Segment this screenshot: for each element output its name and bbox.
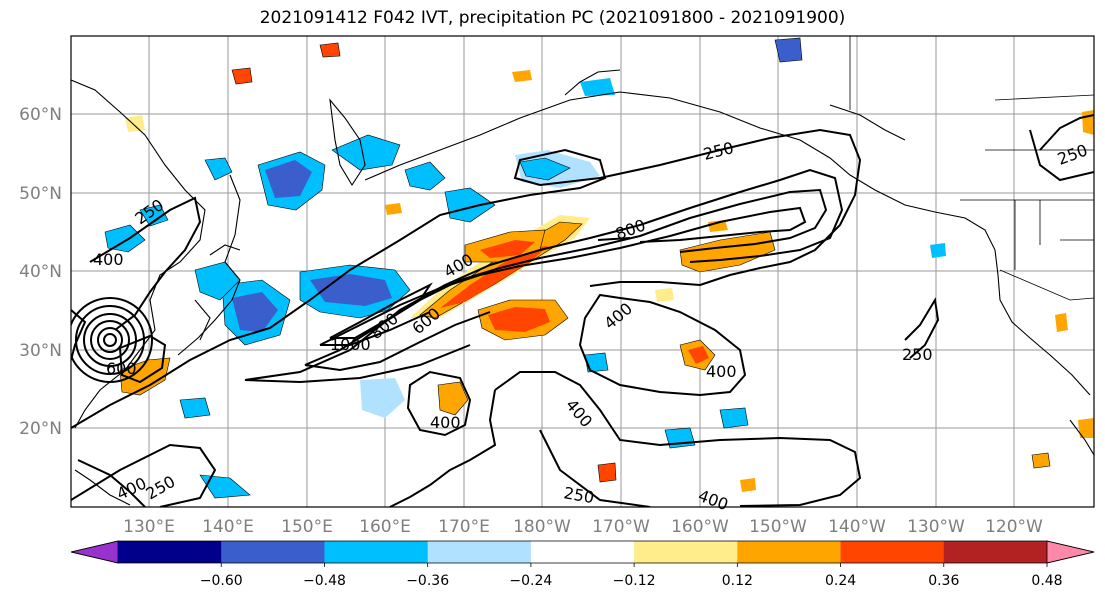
lon-tick-label: 120°W (985, 517, 1043, 537)
coastlines (71, 69, 1094, 506)
colorbar-extend-high (1046, 540, 1095, 564)
lat-tick-label: 60°N (19, 105, 62, 125)
colorbar-tick-label: 0.24 (825, 573, 856, 589)
colorbar-swatch (221, 541, 325, 563)
latitude-labels: 20°N 30°N 40°N 50°N 60°N (19, 105, 62, 439)
lon-tick-label: 140°E (202, 517, 254, 537)
contour-label: 400 (430, 413, 461, 432)
map-border (70, 35, 1095, 508)
lon-tick-label: 150°W (749, 517, 807, 537)
ivt-contours (71, 114, 1094, 507)
colorbar-swatch (840, 541, 945, 563)
contour-label: 1000 (330, 335, 371, 354)
lon-tick-label: 160°E (359, 517, 411, 537)
colorbar: −0.60 −0.48 −0.36 −0.24 −0.12 0.12 0.24 0.36 0.4… (70, 540, 1095, 589)
colorbar-swatch (634, 541, 738, 563)
colorbar-swatch (427, 541, 532, 563)
contour-label: 400 (706, 362, 737, 381)
contour-label: 600 (106, 359, 137, 378)
colorbar-tick-label: −0.48 (303, 573, 346, 589)
lat-tick-label: 50°N (19, 184, 62, 204)
lat-tick-label: 20°N (19, 419, 62, 439)
lon-tick-label: 130°W (907, 517, 965, 537)
lon-tick-label: 160°W (671, 517, 729, 537)
colorbar-tick-label: −0.24 (509, 573, 552, 589)
colorbar-tick-label: −0.36 (406, 573, 449, 589)
lat-tick-label: 40°N (19, 262, 62, 282)
lon-tick-label: 130°E (123, 517, 175, 537)
colorbar-swatch (530, 541, 635, 563)
colorbar-swatch (324, 541, 429, 563)
colorbar-swatch (118, 541, 222, 563)
colorbar-tick-label: 0.36 (928, 573, 959, 589)
colorbar-tick-label: 0.12 (722, 573, 753, 589)
colorbar-swatch (737, 541, 842, 563)
colorbar-tick-label: 0.48 (1031, 573, 1062, 589)
colorbar-swatch (943, 541, 1048, 563)
longitude-labels: 130°E 140°E 150°E 160°E 170°E 180°W 170°W 160°W… (123, 517, 1043, 537)
lon-tick-label: 170°W (592, 517, 650, 537)
lon-tick-label: 150°E (281, 517, 333, 537)
colorbar-extend-low (70, 540, 119, 564)
borders (849, 36, 1094, 301)
contour-label: 400 (93, 250, 124, 269)
precip-negative-anomaly (104, 37, 946, 499)
colorbar-tick-label: −0.60 (200, 573, 243, 589)
map-title: 2021091412 F042 IVT, precipitation PC (2… (259, 8, 846, 28)
lon-tick-label: 180°W (513, 517, 571, 537)
lon-tick-label: 140°W (828, 517, 886, 537)
contour-label: 250 (902, 345, 933, 364)
colorbar-tick-label: −0.12 (613, 573, 656, 589)
lat-tick-label: 30°N (19, 341, 62, 361)
lon-tick-label: 170°E (438, 517, 490, 537)
